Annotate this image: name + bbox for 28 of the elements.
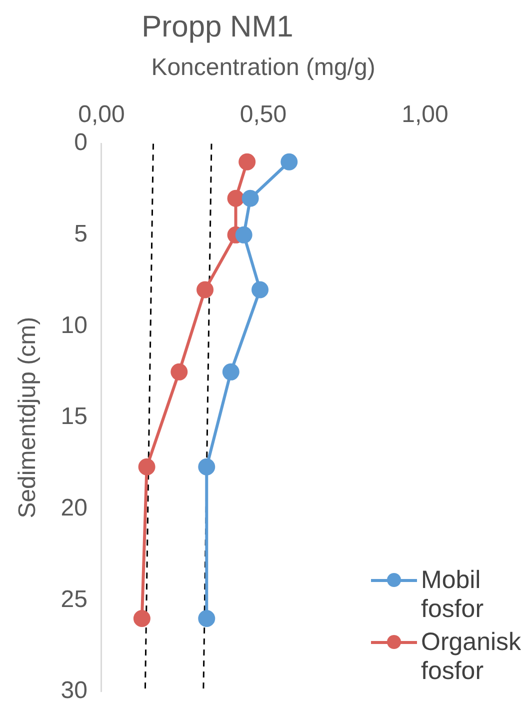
y-tick-label: 30 [60, 677, 88, 704]
legend-label: Mobil fosfor [421, 566, 485, 624]
x-tick-label: 1,00 [402, 100, 448, 128]
y-tick-label: 25 [60, 586, 88, 613]
point [170, 363, 188, 380]
x-axis-title: Koncentration (mg/g) [151, 54, 376, 82]
y-axis-title: Sedimentdjup (cm) [14, 316, 42, 518]
x-tick-label: 0,50 [240, 100, 287, 128]
point [198, 610, 216, 628]
point [238, 153, 256, 170]
point [133, 610, 150, 628]
y-tick-label: 0 [74, 129, 88, 156]
x-tick-label: 0,00 [78, 100, 125, 128]
y-tick-label: 10 [60, 312, 88, 339]
legend-label: Organisk fosfor [421, 628, 522, 686]
chart-title: Propp NM1 [142, 10, 294, 44]
point [252, 281, 269, 298]
point [138, 458, 156, 476]
y-tick-label: 15 [60, 403, 88, 430]
y-tick-label: 5 [74, 220, 88, 248]
point [242, 190, 259, 207]
point [235, 226, 252, 244]
point [198, 458, 216, 476]
point [222, 363, 240, 380]
point [227, 190, 244, 207]
point [280, 153, 298, 170]
point [196, 281, 214, 298]
y-tick-label: 20 [60, 494, 88, 522]
